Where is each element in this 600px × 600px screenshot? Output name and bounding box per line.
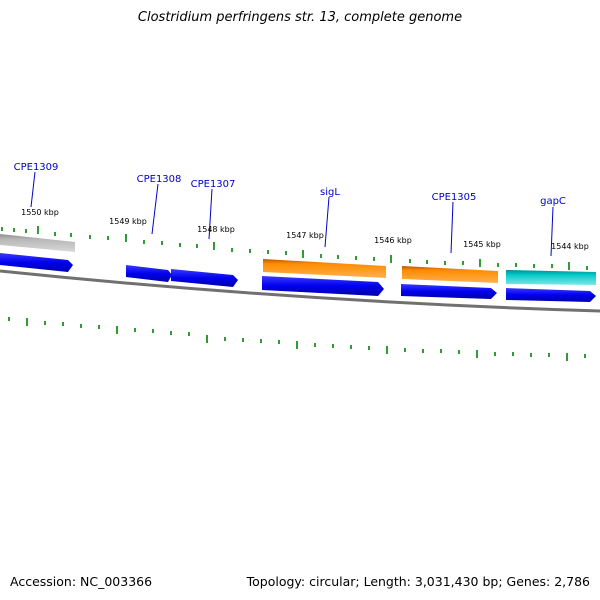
gene-label-cpe1308[interactable]: CPE1308 — [137, 174, 182, 185]
kbp-label-1547: 1547 kbp — [286, 231, 324, 240]
accession-text: Accession: NC_003366 — [10, 574, 153, 589]
label-leaders — [30, 171, 554, 257]
kbp-label-1545: 1545 kbp — [463, 240, 501, 249]
gene-bar-sigl[interactable] — [263, 259, 386, 278]
map-title: Clostridium perfringens str. 13, complet… — [137, 10, 463, 25]
cds-arrow-cpe1307[interactable] — [171, 269, 238, 287]
genome-backbone — [0, 269, 600, 313]
genome-summary-text: Topology: circular; Length: 3,031,430 bp… — [246, 574, 590, 589]
kbp-label-1548: 1548 kbp — [197, 225, 235, 234]
kbp-label-1544: 1544 kbp — [551, 242, 589, 251]
cds-arrow-cpe1308[interactable] — [126, 265, 172, 282]
cds-arrow-sigl[interactable] — [262, 276, 384, 296]
cds-arrow-cpe1305[interactable] — [401, 284, 497, 299]
gray-feature-bar — [0, 234, 75, 252]
gene-label-cpe1305[interactable]: CPE1305 — [432, 192, 477, 203]
gene-label-gapc[interactable]: gapC — [540, 196, 566, 207]
lower-tick-ring — [8, 317, 586, 361]
upper-tick-ring — [1, 226, 588, 270]
kbp-label-1546: 1546 kbp — [374, 236, 412, 245]
gene-label-sigl[interactable]: sigL — [320, 187, 340, 198]
cds-arrow-gapc[interactable] — [506, 288, 596, 302]
gene-label-cpe1309[interactable]: CPE1309 — [14, 162, 59, 173]
kbp-label-1550: 1550 kbp — [21, 208, 59, 217]
cds-arrow-cpe1309[interactable] — [0, 253, 73, 272]
kbp-label-1549: 1549 kbp — [109, 217, 147, 226]
gene-bar-gapc[interactable] — [506, 270, 596, 285]
gene-label-cpe1307[interactable]: CPE1307 — [191, 179, 236, 190]
gene-bar-cpe1305[interactable] — [402, 266, 498, 283]
